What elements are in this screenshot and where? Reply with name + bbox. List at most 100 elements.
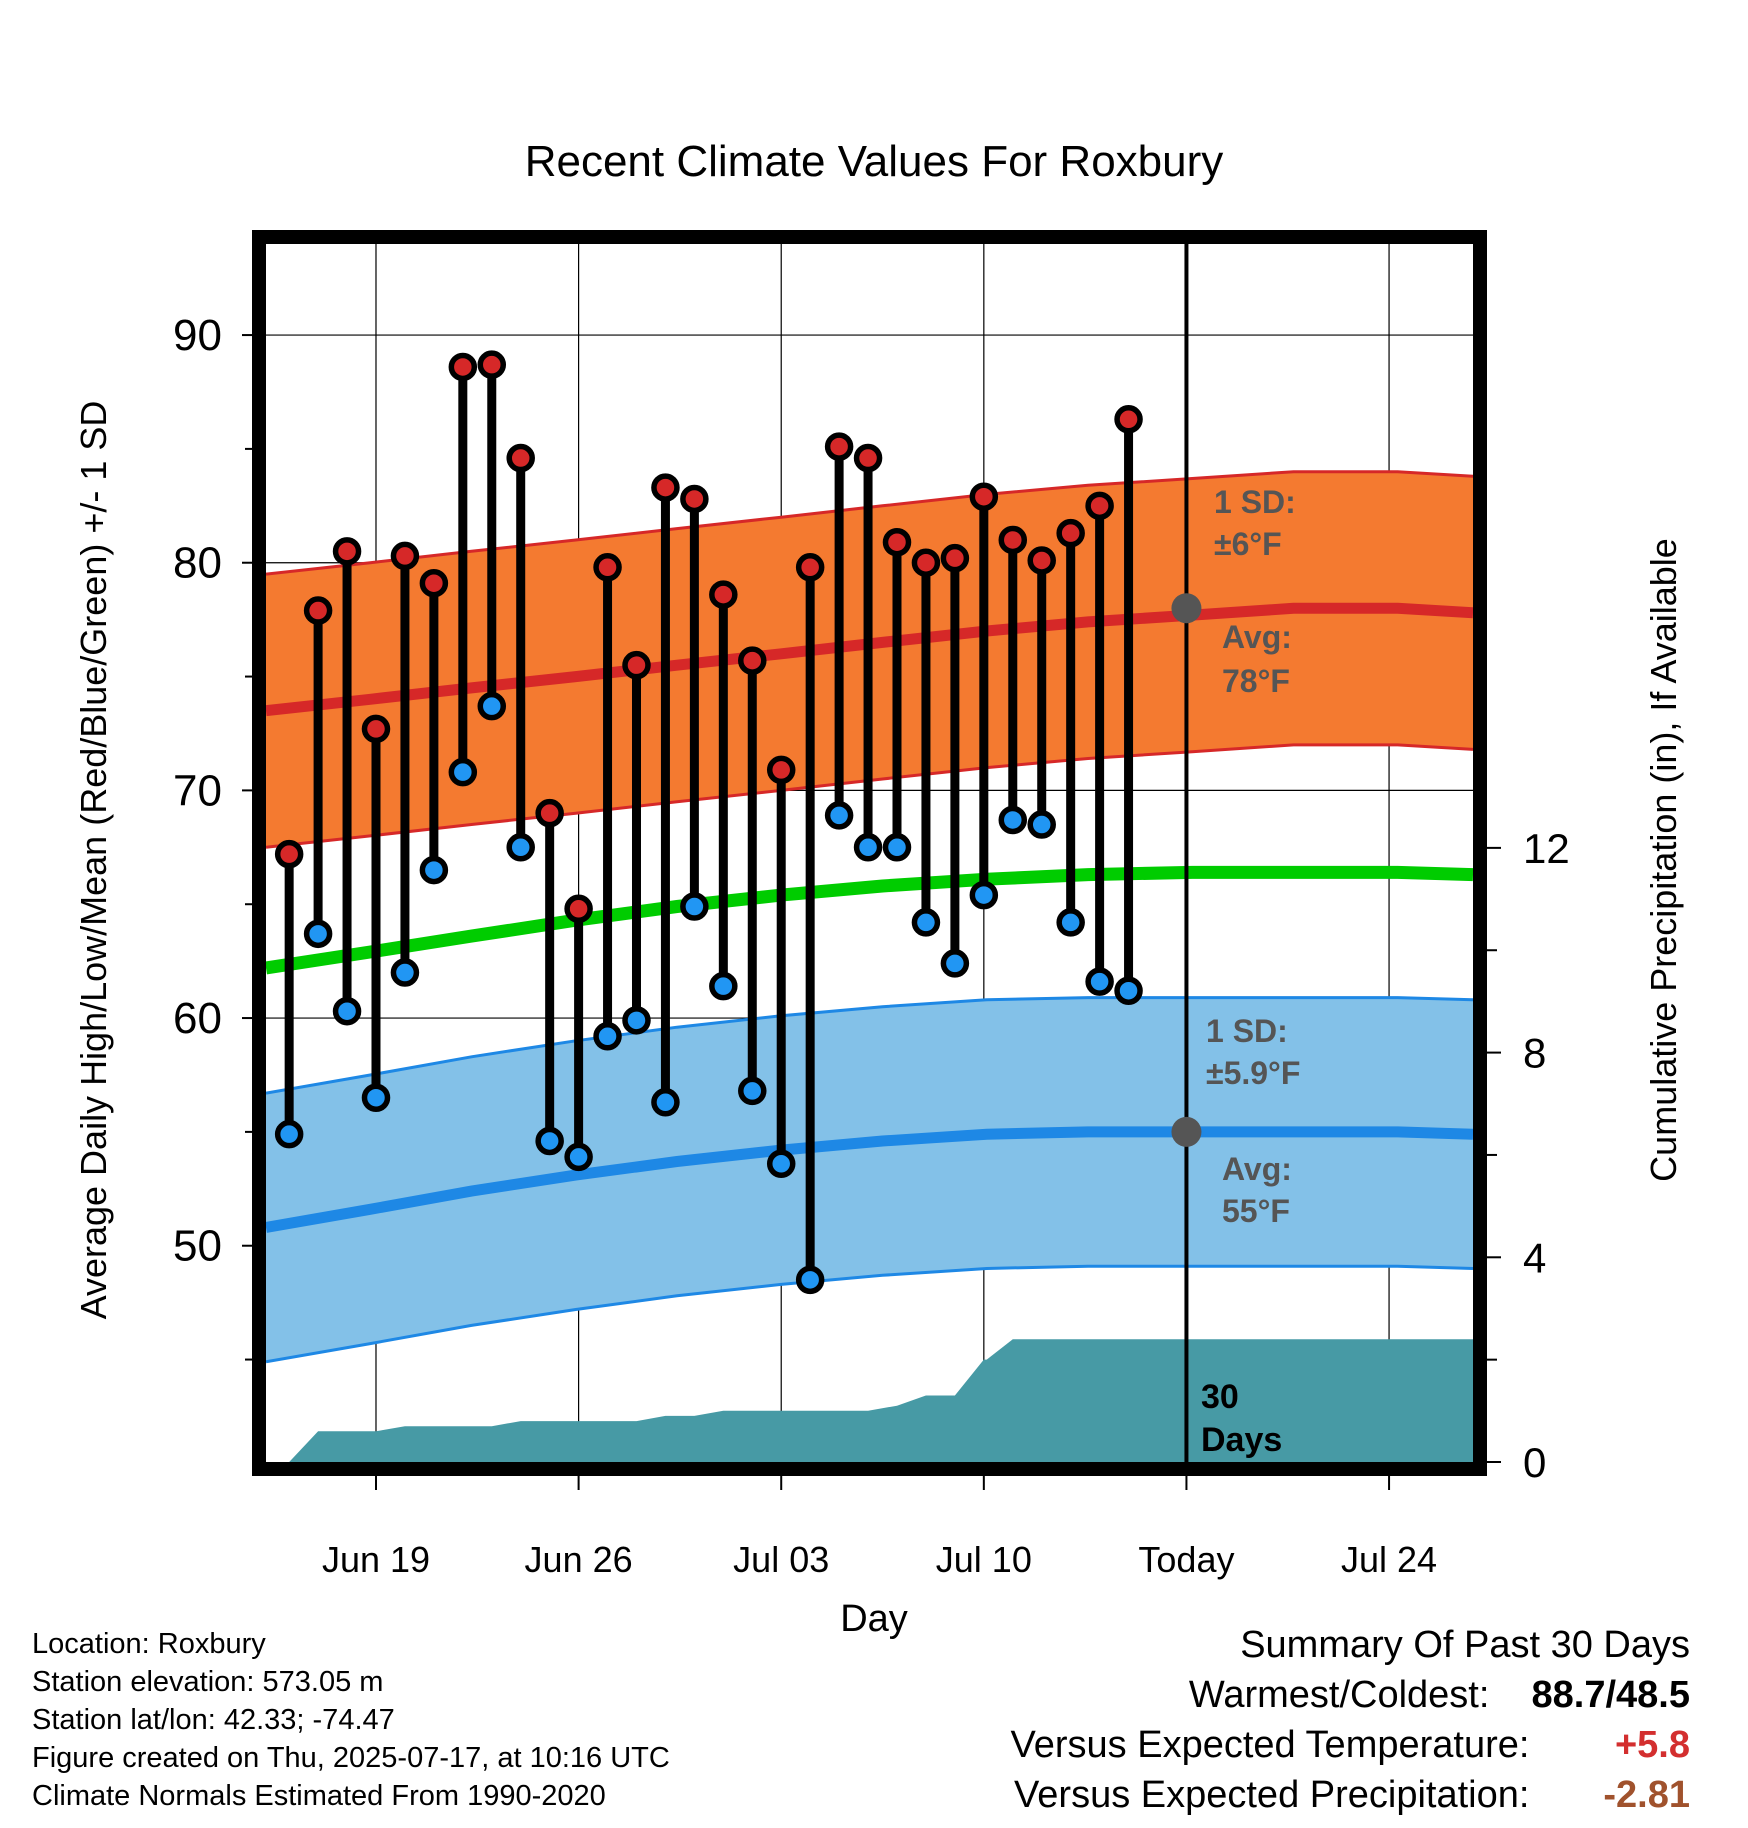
daily-low-point <box>535 1126 564 1156</box>
station-info: Location: Roxbury Station elevation: 573… <box>32 1625 670 1815</box>
plot-area: 1 SD: ±6°F Avg: 78°F 1 SD: ±5.9°F Avg: 55°F 30 Da… <box>173 230 1570 1580</box>
daily-low-point <box>1056 908 1085 937</box>
temp-value: +5.8 <box>1614 1724 1690 1766</box>
y-tick-label: 50 <box>173 1222 222 1271</box>
daily-low-point <box>303 919 333 949</box>
y2-tick-label: 4 <box>1523 1234 1546 1281</box>
daily-high-point <box>332 537 362 566</box>
y2-tick-label: 12 <box>1523 825 1570 872</box>
daily-low-point <box>506 833 535 862</box>
daily-low-point <box>969 880 999 910</box>
y-tick-label: 60 <box>173 994 222 1043</box>
summary-temp: Versus Expected Temperature: +5.8 <box>1011 1720 1690 1770</box>
low-sd-band-upper <box>266 996 1473 1095</box>
summary-panel: Summary Of Past 30 Days Warmest/Coldest:… <box>1011 1620 1690 1820</box>
daily-high-point <box>622 650 651 680</box>
y-tick-label: 80 <box>173 539 222 588</box>
daily-low-point <box>1114 976 1143 1005</box>
daily-high-point <box>1114 405 1143 434</box>
daily-high-point <box>824 432 854 461</box>
x-tick-label: Jul 03 <box>733 1539 829 1580</box>
precip-area <box>266 1339 1473 1462</box>
daily-high-point <box>506 443 535 473</box>
today-high-marker <box>1171 593 1202 624</box>
normals-text: Climate Normals Estimated From 1990-2020 <box>32 1780 606 1812</box>
precip-window-label: 30 <box>1201 1378 1239 1416</box>
daily-high-point <box>969 482 999 511</box>
daily-high-point <box>303 596 333 625</box>
daily-low-point <box>998 805 1028 835</box>
daily-low-point <box>680 892 709 921</box>
low-avg-value: 55°F <box>1222 1193 1290 1229</box>
daily-high-point <box>448 352 478 382</box>
summary-precip: Versus Expected Precipitation: -2.81 <box>1011 1770 1690 1820</box>
daily-high-point <box>940 543 970 573</box>
daily-low-point <box>332 996 362 1026</box>
high-sd-value: ±6°F <box>1214 526 1282 562</box>
daily-low-point <box>593 1022 622 1051</box>
y2-tick-label: 8 <box>1523 1030 1546 1077</box>
x-tick-label: Jun 19 <box>322 1539 430 1580</box>
latlon-text: Station lat/lon: 42.33; -74.47 <box>32 1704 395 1736</box>
temp-label: Versus Expected Temperature: <box>1010 1724 1530 1766</box>
daily-low-point <box>766 1149 796 1179</box>
normal-high-line <box>266 602 1473 717</box>
daily-low-point <box>622 1006 651 1035</box>
daily-high-point <box>593 553 622 582</box>
daily-low-point <box>853 833 883 862</box>
x-tick-label: Jul 24 <box>1341 1539 1437 1580</box>
daily-low-point <box>1027 810 1056 839</box>
high-avg-value: 78°F <box>1222 663 1290 699</box>
today-low-marker <box>1171 1116 1202 1147</box>
precip-window-days: Days <box>1201 1421 1282 1459</box>
precip-label: Versus Expected Precipitation: <box>1014 1774 1530 1816</box>
daily-high-point <box>1056 518 1085 548</box>
summary-heading: Summary Of Past 30 Days <box>1240 1624 1690 1666</box>
y2-tick-label: 0 <box>1523 1439 1546 1486</box>
daily-high-point <box>535 798 564 828</box>
daily-low-point <box>477 691 507 721</box>
daily-high-point <box>853 443 883 473</box>
plot-frame <box>252 230 1487 1476</box>
daily-high-point <box>766 755 796 785</box>
low-sd-band-lower <box>266 1264 1473 1364</box>
daily-high-point <box>709 580 738 609</box>
x-axis-label: Day <box>840 1598 908 1640</box>
x-tick-label: Jun 26 <box>525 1539 633 1580</box>
y-axis-label: Average Daily High/Low/Mean (Red/Blue/Gr… <box>73 401 114 1320</box>
daily-low-point <box>419 855 449 885</box>
elevation-text: Station elevation: 573.05 m <box>32 1666 384 1698</box>
location-text: Location: Roxbury <box>32 1628 266 1660</box>
created-text: Figure created on Thu, 2025-07-17, at 10… <box>32 1742 670 1774</box>
low-sd-band <box>266 997 1473 1362</box>
daily-high-point <box>882 527 912 557</box>
daily-high-point <box>911 548 941 577</box>
daily-high-point <box>795 553 825 582</box>
daily-high-point <box>361 714 391 744</box>
daily-high-point <box>1085 491 1114 521</box>
x-tick-label: Jul 10 <box>936 1539 1032 1580</box>
summary-warm-cold: Warmest/Coldest: 88.7/48.5 <box>1011 1670 1690 1720</box>
daily-low-point <box>361 1083 391 1112</box>
low-sd-label: 1 SD: <box>1206 1013 1288 1049</box>
daily-low-point <box>882 833 912 862</box>
x-tick-label: Today <box>1138 1539 1234 1580</box>
daily-low-point <box>795 1265 825 1295</box>
low-sd-value: ±5.9°F <box>1206 1055 1300 1091</box>
daily-low-point <box>651 1088 680 1117</box>
daily-high-point <box>680 484 709 514</box>
daily-high-point <box>477 350 507 379</box>
precip-value: -2.81 <box>1603 1774 1690 1816</box>
daily-high-point <box>419 568 449 598</box>
warm-cold-value: 88.7/48.5 <box>1531 1674 1690 1716</box>
daily-high-point <box>738 646 767 675</box>
daily-low-point <box>940 949 970 978</box>
high-sd-label: 1 SD: <box>1214 484 1296 520</box>
daily-low-point <box>709 971 738 1001</box>
high-sd-band-lower <box>266 743 1473 849</box>
high-avg-label: Avg: <box>1222 619 1292 655</box>
daily-low-point <box>390 958 420 987</box>
daily-low-point <box>911 908 941 937</box>
y-tick-label: 70 <box>173 766 222 815</box>
daily-high-point <box>651 473 680 502</box>
